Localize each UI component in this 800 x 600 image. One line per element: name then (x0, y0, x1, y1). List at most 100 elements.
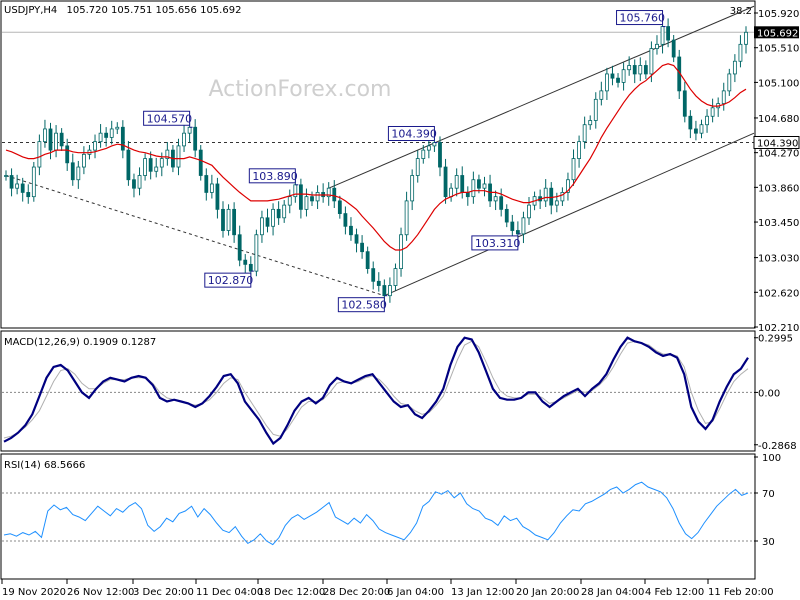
candle-body (421, 149, 426, 159)
candle-body (282, 204, 287, 219)
candle-body (566, 179, 570, 193)
candle-body (549, 187, 554, 206)
candle-body (510, 221, 515, 231)
candle-body (649, 48, 654, 75)
candle-body (48, 128, 53, 151)
macd-y-tick-label: 0.00 (758, 388, 780, 399)
candle-body (109, 128, 114, 138)
candle-body (605, 73, 609, 92)
price-y-tick-label: 102.210 (758, 323, 799, 334)
candle-body (588, 120, 593, 126)
candle-body (243, 259, 248, 265)
channel-lower-line (384, 132, 755, 297)
candle-body (655, 43, 659, 49)
price-annotations: 104.570 102.870 103.890 102.580 104.390 103.3… (143, 10, 666, 313)
last-price-label: 105.692 (757, 28, 798, 39)
candle-body (705, 115, 709, 126)
price-y-tick-label: 105.510 (758, 44, 799, 55)
candle-body (744, 31, 748, 45)
candle-body (371, 268, 376, 282)
macd-panel: MACD(12,26,9) 0.1909 0.1287 0.2995 0.00 -0… (0, 330, 797, 452)
annotation-box (387, 125, 435, 141)
candle-body (671, 39, 676, 58)
candle-body (694, 128, 698, 134)
candle-body (449, 187, 454, 198)
candle-body (315, 192, 320, 202)
candle-body (660, 26, 665, 45)
candle-body (310, 196, 314, 202)
candle-body (298, 184, 303, 210)
candle-body (93, 141, 97, 151)
annotation-box (248, 168, 296, 184)
candle-body (393, 268, 398, 286)
candle-body (554, 200, 559, 206)
candle-body (337, 200, 342, 214)
candle-body (221, 208, 225, 231)
x-axis: 19 Nov 2020 26 Nov 12:003 Dec 20:00 11 Dec… (1, 579, 774, 598)
symbol-title: USDJPY,H4 (4, 5, 57, 16)
candle-body (81, 153, 86, 168)
candle-body (560, 192, 565, 202)
candle-body (465, 192, 470, 198)
candle-body (577, 141, 581, 159)
rsi-y-tick-label: 30 (762, 537, 775, 548)
price-grid (2, 31, 754, 143)
ohlc-readout: 105.720 105.751 105.656 105.692 (66, 5, 241, 16)
candle-body (616, 77, 620, 83)
candle-body (176, 145, 181, 168)
rsi-series (3, 481, 749, 546)
candle-body (688, 115, 693, 130)
price-y-tick-label: 103.030 (758, 254, 799, 265)
annotation-box (471, 235, 519, 251)
macd-main-line (3, 336, 749, 446)
candle-body (209, 183, 214, 193)
rsi-panel-frame (0, 453, 756, 580)
rsi-y-tick-label: 100 (762, 453, 781, 464)
x-tick-label: 3 Dec 20:00 (133, 587, 194, 598)
candle-body (4, 175, 8, 177)
candle-body (31, 166, 36, 198)
price-y-tick-label: 104.680 (758, 114, 799, 125)
price-y-tick-label: 103.450 (758, 218, 799, 229)
candle-body (43, 128, 47, 143)
candle-body (638, 65, 643, 75)
candle-body (137, 175, 142, 189)
price-panel-title: USDJPY,H4 105.720 105.751 105.656 105.69… (4, 5, 241, 16)
candle-body (165, 149, 170, 159)
candle-body (15, 183, 20, 189)
price-y-tick-label: 102.620 (758, 288, 799, 299)
candle-body (454, 175, 459, 189)
x-tick-label: 19 Nov 2020 (2, 587, 66, 598)
candle-body (482, 183, 487, 189)
last-price-tag (754, 26, 799, 39)
candle-body (76, 166, 81, 181)
annotation-label: 104.390 (391, 127, 437, 140)
candle-body (120, 126, 125, 151)
candle-body (504, 208, 509, 223)
candle-body (571, 158, 576, 181)
x-tick-label: 18 Dec 12:00 (258, 587, 325, 598)
rsi-line (3, 481, 749, 546)
candle-body (248, 263, 253, 272)
candle-body (721, 90, 726, 104)
candle-body (193, 126, 198, 151)
rsi-y-axis: 100 70 30 (754, 453, 781, 548)
candle-body (471, 179, 476, 198)
candle-body (438, 142, 442, 168)
x-tick-label: 6 Jan 04:00 (387, 587, 444, 598)
candle-body (710, 107, 715, 117)
annotation-box (204, 272, 252, 288)
annotation-label: 105.760 (620, 12, 666, 25)
candle-body (376, 280, 381, 286)
candle-body (643, 65, 648, 75)
candle-body (727, 73, 732, 92)
annotation-box (337, 297, 385, 313)
annotation-box (143, 110, 191, 126)
x-tick-label: 11 Dec 04:00 (196, 587, 263, 598)
candle-body (204, 175, 209, 193)
candle-body (382, 285, 387, 297)
candle-body (610, 73, 615, 79)
candle-body (699, 124, 704, 134)
candle-body (54, 132, 58, 151)
